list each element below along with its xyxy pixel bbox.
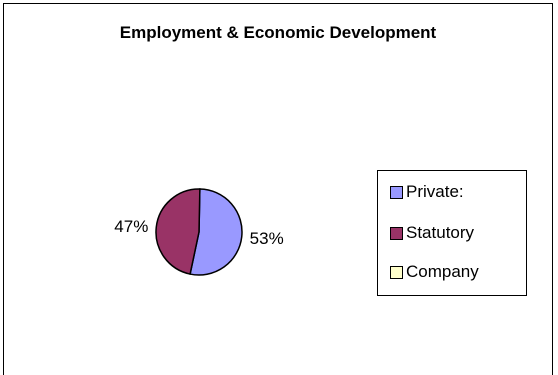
legend-item-statutory: Statutory <box>390 222 474 244</box>
legend-label-private: Private: <box>406 182 464 201</box>
pie-slice-private <box>189 188 243 276</box>
pie-label-private: 53% <box>250 229 284 248</box>
pie-label-statutory: 47% <box>114 217 148 236</box>
legend-swatch-statutory <box>390 226 403 240</box>
legend-label-company: Company <box>406 262 479 281</box>
legend-swatch-company <box>390 265 403 279</box>
legend-item-private: Private: <box>390 181 464 203</box>
legend-label-statutory: Statutory <box>406 223 475 242</box>
chart-title: Employment & Economic Development <box>119 23 437 42</box>
pie-slice-statutory <box>155 188 201 275</box>
legend-item-company: Company <box>390 261 479 283</box>
legend: Private: Statutory Company <box>377 170 527 296</box>
legend-swatch-private <box>390 185 403 199</box>
